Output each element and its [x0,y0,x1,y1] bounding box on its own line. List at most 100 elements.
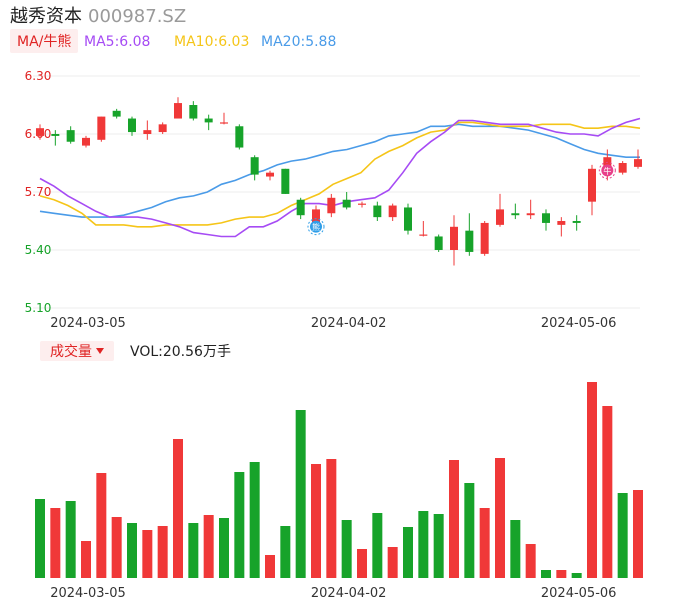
volume-bar [449,460,459,578]
volume-bar [35,499,45,578]
volume-bar [510,520,521,578]
candle [572,215,581,231]
candle [51,130,60,146]
volume-bar [479,508,490,578]
candle [327,193,336,218]
candle-body [496,209,504,225]
candle-body [158,124,167,133]
y-tick-label: 6.30 [25,69,52,83]
candle-body [450,226,458,250]
volume-bar [525,544,536,578]
x-tick-label: 2024-03-05 [50,586,126,601]
volume-bar [142,530,153,578]
candle-body [542,213,550,223]
candle-body [281,168,290,194]
candle [174,97,182,119]
candle-body [220,122,228,124]
caret-down-icon[interactable] [96,348,104,354]
candle [266,170,274,181]
volume-bar [157,526,168,578]
candle-body [296,199,305,216]
volume-bar [617,493,628,578]
bear-icon [310,220,322,233]
candle [634,149,642,169]
ma5-line [39,117,641,238]
candle [82,135,90,148]
candle [36,124,44,140]
candle-body [66,130,75,142]
candle [112,108,121,119]
candle [358,201,366,208]
volume-button[interactable]: 成交量 [50,343,92,360]
candle-body [112,110,121,117]
candle [158,122,167,134]
volume-value: VOL:20.56万手 [130,344,231,360]
candle [480,221,489,256]
volume-bar [50,508,61,578]
volume-button-bg[interactable] [40,341,114,361]
bull-icon [601,164,614,177]
bear-marker-label: 熊 [312,222,320,232]
candle [404,203,412,235]
candle [128,116,136,136]
candle [588,164,596,216]
volume-bar [571,573,582,578]
candle-body [189,105,198,119]
candle-body [82,137,90,146]
volume-bar [219,518,229,578]
volume-bar [127,523,137,578]
candle-body [480,222,489,254]
candle-body [388,205,397,218]
candle-body [373,205,382,218]
stock-name: 越秀资本 [10,6,82,27]
volume-bar [403,527,413,578]
indicator-button-bg[interactable] [10,29,78,53]
candle [97,116,106,142]
candle [281,168,290,194]
candle [296,197,305,220]
candle-body [36,128,44,136]
volume-bar [311,464,321,578]
candle [66,126,75,144]
candle [250,155,259,181]
volume-bar [556,570,567,578]
volume-bar [265,555,275,578]
candle-body [358,203,366,205]
ma-lines [39,117,641,238]
candle [511,203,520,220]
volume-bar [433,514,444,578]
candle [220,112,228,125]
volume-bar [418,511,429,578]
candle [434,234,443,252]
volume-bar [541,570,551,578]
volume-bar [249,462,260,578]
x-tick-label: 2024-04-02 [311,316,387,331]
candle-body [634,159,642,167]
candle-body [588,168,596,202]
candle [618,161,627,175]
candle-body [526,213,535,216]
candle [143,120,152,140]
candle-body [342,199,351,208]
volume-bar [495,458,505,578]
bull-marker-label: 牛 [603,166,611,176]
volume-date-axis: 2024-03-05 2024-04-02 2024-05-06 [50,586,616,601]
volume-bar [81,541,91,578]
signal-markers: 熊牛 [307,161,616,236]
y-tick-label: 5.10 [25,301,52,315]
volume-bar [357,549,367,578]
volume-bar [633,490,643,578]
candle-body [312,209,320,223]
bull-marker-ring [598,161,616,179]
volume-bar [602,406,613,578]
candle [526,199,535,220]
price-axis: 6.306.005.705.405.10 [25,69,52,315]
volume-bar [372,513,383,578]
indicator-button[interactable]: MA/牛熊 [17,34,71,50]
bull-marker: 牛 [598,161,616,179]
candle-body [434,236,443,250]
candlestick-series [36,97,642,266]
candle-body [51,134,60,136]
candle-body [404,207,412,231]
